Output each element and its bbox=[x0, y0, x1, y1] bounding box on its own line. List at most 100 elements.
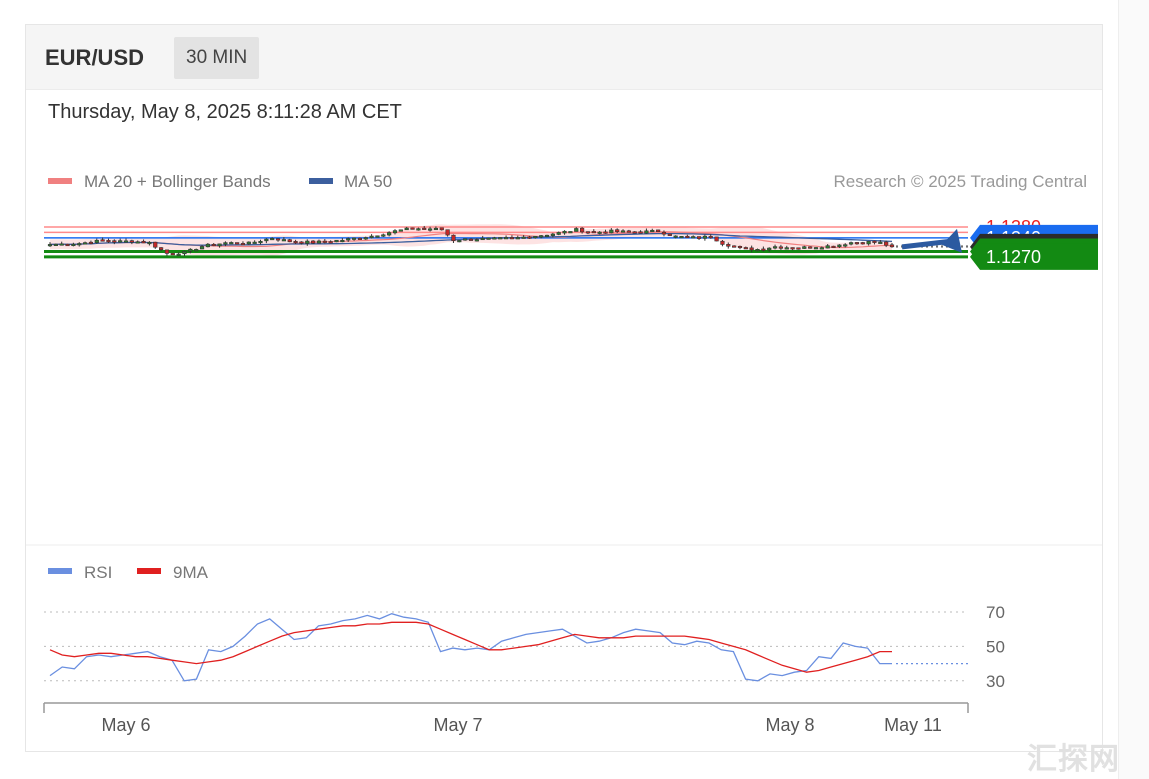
candle-body bbox=[387, 232, 392, 236]
candle-body bbox=[732, 245, 737, 248]
candle-body bbox=[287, 239, 292, 243]
candle-body bbox=[94, 239, 99, 243]
candle-body bbox=[650, 229, 655, 233]
candle-body bbox=[82, 242, 88, 245]
candle-body bbox=[410, 227, 415, 230]
candle bbox=[556, 231, 561, 236]
candle bbox=[574, 227, 579, 232]
candle bbox=[229, 241, 234, 245]
candle bbox=[843, 243, 848, 248]
candle bbox=[123, 238, 129, 243]
candle bbox=[515, 235, 520, 240]
candle bbox=[141, 239, 146, 244]
candle-body bbox=[118, 240, 123, 243]
candle bbox=[223, 241, 228, 247]
candle-body bbox=[819, 247, 824, 250]
candle-body bbox=[106, 240, 111, 243]
candle bbox=[696, 236, 702, 240]
candle bbox=[392, 229, 398, 235]
candle-body bbox=[164, 249, 170, 254]
candle-body bbox=[158, 247, 164, 250]
candle bbox=[340, 238, 345, 243]
candle bbox=[270, 237, 275, 241]
candles bbox=[47, 225, 895, 257]
candle bbox=[351, 237, 357, 241]
candle-body bbox=[153, 241, 158, 248]
candle-body bbox=[340, 240, 345, 243]
candle-body bbox=[831, 245, 836, 248]
candle-body bbox=[790, 247, 795, 250]
rsi-legend-label: RSI bbox=[84, 563, 112, 582]
candle-body bbox=[585, 231, 591, 234]
candle bbox=[837, 244, 842, 249]
candle-body bbox=[784, 247, 789, 250]
candle-body bbox=[65, 243, 70, 247]
candle-body bbox=[375, 235, 380, 238]
candle bbox=[620, 229, 626, 233]
candle bbox=[498, 237, 503, 240]
candle bbox=[615, 228, 620, 234]
candle bbox=[387, 231, 392, 237]
chart-header: EUR/USD 30 MIN bbox=[26, 25, 1102, 90]
candle-body bbox=[194, 249, 199, 252]
candle-body bbox=[562, 230, 567, 234]
candle-body bbox=[702, 235, 707, 239]
candle bbox=[474, 238, 479, 242]
candle bbox=[311, 240, 316, 245]
candle bbox=[509, 235, 515, 240]
interval-badge[interactable]: 30 MIN bbox=[174, 37, 260, 79]
page-scrollbar[interactable] bbox=[1118, 0, 1149, 779]
candle-body bbox=[246, 241, 251, 245]
candle-body bbox=[667, 233, 672, 236]
candle bbox=[603, 229, 608, 234]
candle bbox=[819, 246, 824, 250]
candle bbox=[53, 243, 58, 247]
candle bbox=[88, 240, 94, 245]
candle-body bbox=[170, 253, 175, 256]
candle bbox=[585, 231, 591, 235]
candle-body bbox=[59, 243, 64, 246]
candle-body bbox=[47, 244, 53, 247]
candle-body bbox=[305, 240, 310, 244]
candle-body bbox=[281, 239, 286, 242]
candle bbox=[135, 240, 140, 244]
candle-body bbox=[468, 238, 474, 241]
candle bbox=[486, 237, 491, 240]
candle bbox=[100, 237, 105, 242]
candle-body bbox=[825, 245, 830, 249]
candle-body bbox=[480, 237, 485, 241]
candle bbox=[784, 245, 789, 250]
symbol-label: EUR/USD bbox=[45, 45, 145, 70]
candle bbox=[732, 245, 737, 248]
candle-body bbox=[77, 243, 82, 246]
x-axis: May 6 May 7 May 8 May 11 bbox=[43, 702, 969, 735]
candle-body bbox=[223, 242, 228, 245]
candle bbox=[381, 233, 386, 237]
candle bbox=[673, 235, 678, 239]
candle-body bbox=[422, 227, 427, 230]
candle bbox=[591, 229, 596, 234]
candle bbox=[217, 243, 222, 248]
candle bbox=[790, 247, 795, 251]
candle bbox=[533, 236, 538, 239]
candle-body bbox=[521, 236, 526, 239]
forecast-arrow-head bbox=[942, 228, 962, 253]
candle-body bbox=[322, 240, 327, 243]
ma50-legend-swatch bbox=[309, 178, 333, 184]
candle-body bbox=[685, 235, 690, 239]
candle bbox=[825, 244, 830, 249]
candle-body bbox=[661, 231, 667, 235]
rsi-tick-label: 50 bbox=[986, 637, 1005, 656]
candle-body bbox=[217, 243, 222, 247]
candle-body bbox=[626, 230, 631, 233]
candle-body bbox=[767, 247, 772, 251]
candle bbox=[164, 249, 170, 256]
candle-body bbox=[258, 241, 263, 244]
candle bbox=[650, 228, 655, 233]
candle-body bbox=[199, 246, 205, 250]
candle bbox=[802, 245, 807, 249]
candle bbox=[708, 234, 713, 239]
candle bbox=[316, 239, 322, 244]
price-tags: 1.13801.13601.13401.13071.12901.1270 bbox=[970, 217, 1098, 270]
candle bbox=[65, 243, 70, 247]
